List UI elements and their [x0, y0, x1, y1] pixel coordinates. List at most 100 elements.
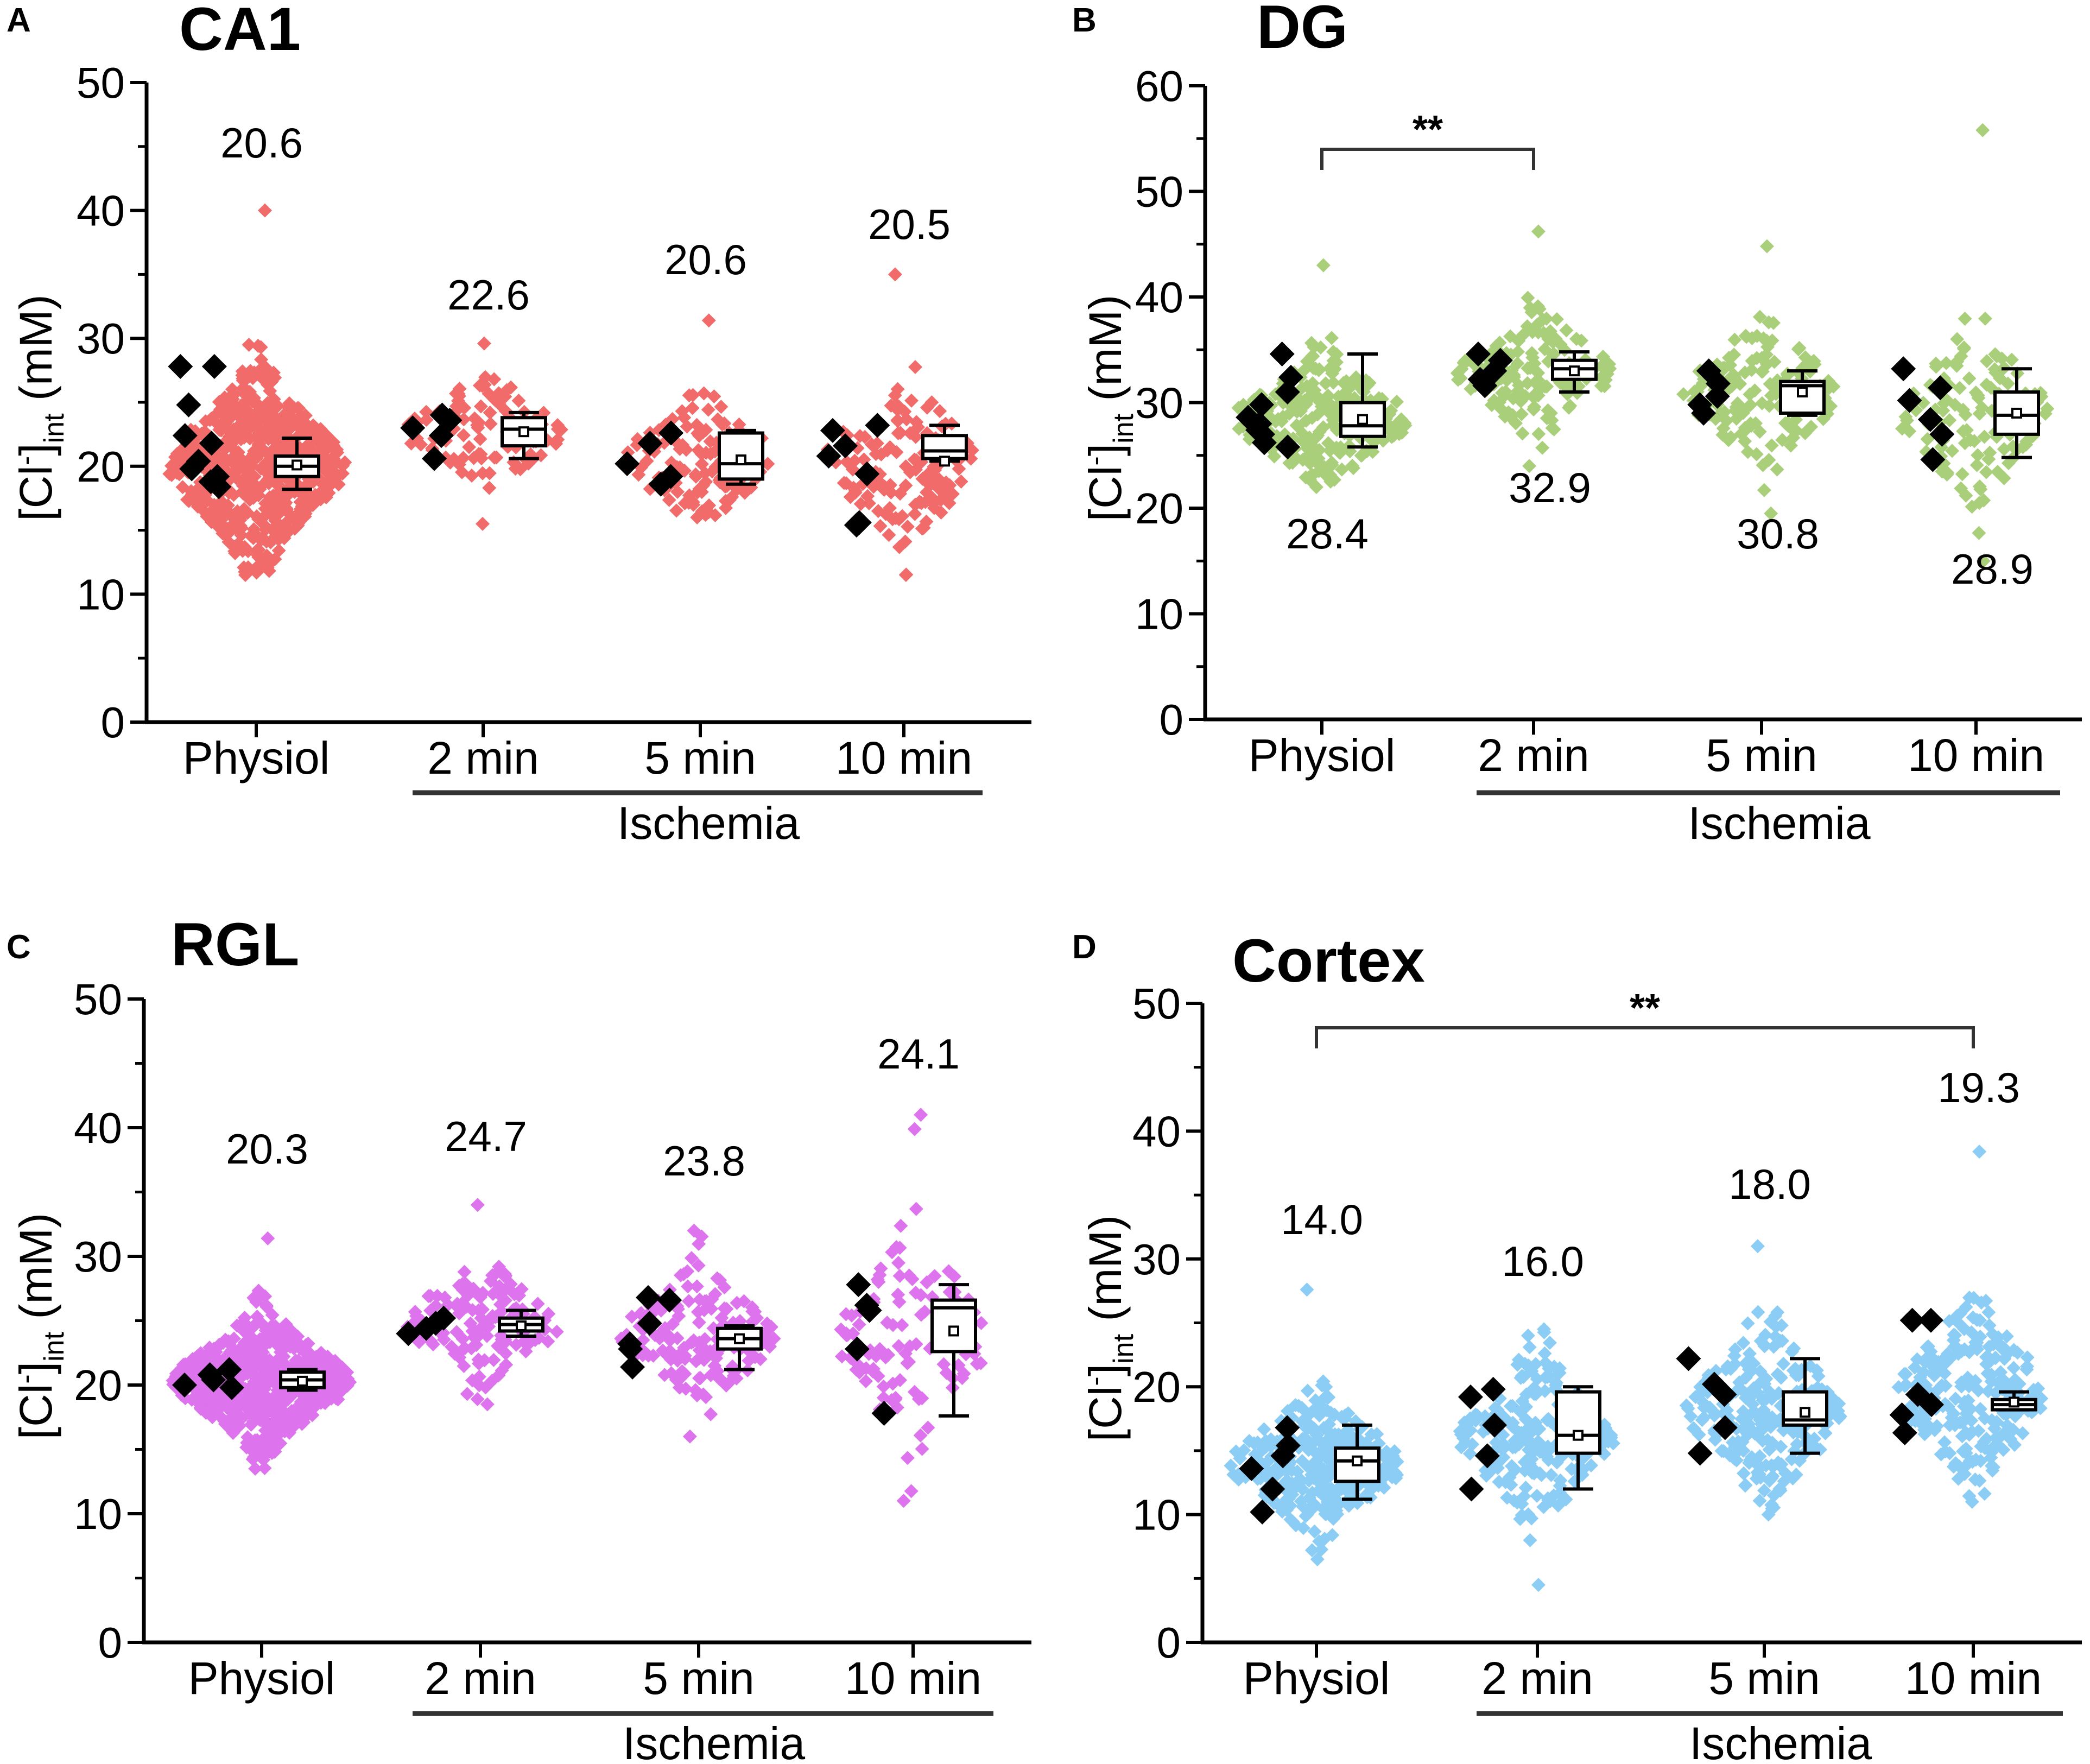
data-point	[885, 512, 900, 527]
data-point	[1752, 425, 1767, 439]
data-point	[1512, 1425, 1527, 1440]
data-point	[919, 485, 934, 500]
data-point	[1723, 358, 1738, 372]
data-point	[750, 1311, 764, 1325]
data-point	[676, 1267, 691, 1281]
median-value-label: 18.0	[1728, 1160, 1811, 1208]
data-point	[1766, 315, 1781, 330]
data-point	[1346, 461, 1360, 476]
data-point	[1532, 1421, 1547, 1436]
data-point	[1818, 1426, 1833, 1440]
data-point	[1743, 416, 1758, 431]
data-point	[1242, 1434, 1257, 1449]
boxplot	[498, 1308, 544, 1338]
data-point	[245, 371, 260, 385]
median-value-label: 20.6	[664, 236, 747, 283]
data-point	[1727, 332, 1742, 347]
boxplot-group	[279, 1283, 977, 1418]
box-mean-marker	[734, 1333, 745, 1344]
data-point	[670, 484, 685, 499]
data-point	[896, 1494, 911, 1508]
median-value-label: 23.8	[663, 1137, 745, 1185]
data-point	[1942, 413, 1957, 427]
data-point	[271, 440, 286, 454]
cell-mean-point	[179, 456, 205, 482]
data-point	[1304, 1543, 1319, 1558]
data-point	[1307, 1524, 1322, 1539]
data-point	[646, 1348, 661, 1363]
data-point	[1522, 1427, 1537, 1441]
data-point	[1326, 375, 1341, 390]
data-point	[1975, 123, 1990, 137]
data-point	[212, 515, 226, 530]
box-iqr	[921, 434, 968, 460]
data-point	[1752, 1494, 1767, 1508]
data-point	[223, 524, 237, 539]
data-point	[1513, 1512, 1528, 1526]
cell-mean-point	[1275, 380, 1300, 405]
data-point	[1546, 335, 1560, 350]
data-point	[952, 461, 966, 476]
data-point	[1730, 396, 1745, 411]
data-point	[1732, 1375, 1747, 1390]
panel-letter: B	[1072, 2, 1097, 39]
data-point	[489, 450, 504, 465]
data-point	[1321, 436, 1335, 451]
data-point	[1569, 332, 1584, 346]
data-point	[471, 1303, 486, 1318]
data-point	[1307, 383, 1322, 397]
cell-means-group	[1236, 342, 1955, 472]
data-point	[1972, 526, 1986, 540]
cell-mean-point	[857, 1298, 882, 1323]
data-point	[1257, 1422, 1271, 1437]
significance-bracket	[1320, 148, 1535, 170]
x-tick-label: 5 min	[643, 1653, 754, 1704]
data-point	[2000, 376, 2015, 391]
data-point	[911, 420, 926, 434]
data-point	[443, 455, 458, 470]
boxplot	[921, 423, 968, 467]
data-point	[257, 203, 272, 218]
data-point	[1313, 395, 1328, 410]
data-point	[1344, 1428, 1359, 1443]
data-point	[284, 1323, 299, 1338]
data-point	[899, 567, 914, 582]
data-point	[1518, 1481, 1533, 1495]
data-point	[1762, 453, 1776, 467]
data-point	[238, 402, 253, 416]
data-point	[242, 1384, 256, 1399]
data-point	[1676, 387, 1691, 402]
data-point	[699, 422, 713, 437]
data-point	[689, 1279, 704, 1294]
data-point	[874, 447, 889, 461]
cell-mean-point	[846, 1272, 871, 1298]
data-point	[475, 516, 490, 531]
y-tick-label: 10	[1132, 1491, 1181, 1539]
data-point	[708, 508, 723, 522]
cell-mean-point	[1676, 1346, 1701, 1371]
data-point	[1526, 1382, 1541, 1396]
data-point	[462, 440, 477, 454]
data-point	[655, 1343, 670, 1358]
cell-mean-point	[1917, 407, 1943, 432]
data-point	[436, 1332, 451, 1347]
panel-letter: A	[7, 2, 31, 39]
data-point	[701, 313, 716, 328]
data-point	[1520, 319, 1535, 334]
panel-b: B DG 0 10 20 30 40 50 60 Physiol 2 min 5 min 10 min I…	[1072, 0, 2082, 849]
data-point	[1318, 1390, 1332, 1405]
data-point	[1315, 1468, 1329, 1482]
data-point	[893, 1373, 908, 1387]
data-point	[1237, 1443, 1251, 1458]
data-point	[714, 400, 729, 414]
box-mean-marker	[2009, 1396, 2019, 1408]
data-point	[296, 1415, 311, 1430]
data-point	[681, 1294, 696, 1308]
y-axis-label-subscript: int	[39, 413, 70, 443]
median-value-label: 28.4	[1286, 510, 1369, 558]
data-point	[320, 480, 335, 495]
data-point	[1549, 312, 1564, 327]
data-point	[457, 1264, 472, 1279]
data-point	[279, 501, 294, 516]
data-point	[1816, 412, 1831, 426]
